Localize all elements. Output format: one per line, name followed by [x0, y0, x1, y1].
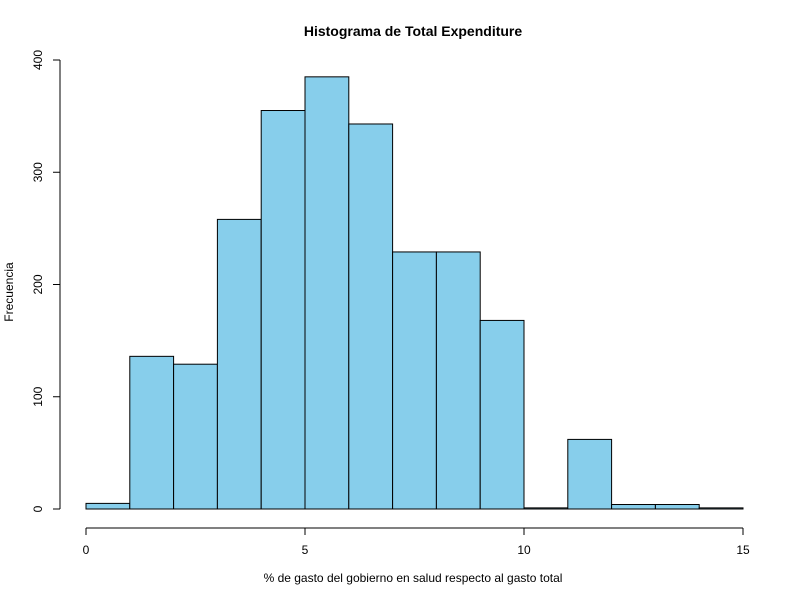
y-tick-label: 300: [31, 162, 45, 182]
y-tick-label: 0: [31, 505, 45, 512]
x-tick-label: 0: [83, 543, 90, 557]
histogram-bar: [173, 363, 218, 510]
histogram-bar: [85, 502, 131, 510]
histogram-bar: [523, 507, 569, 510]
x-tick-label: 5: [302, 543, 309, 557]
y-tick-label: 400: [31, 50, 45, 70]
histogram-bar: [698, 507, 744, 510]
y-axis: 0 100 200 300 400: [31, 50, 61, 512]
histogram-bar: [479, 319, 525, 510]
chart-title: Histograma de Total Expenditure: [304, 23, 523, 39]
histogram-bar: [611, 504, 656, 510]
y-axis-label: Frecuencia: [2, 262, 16, 322]
histogram-bar: [304, 76, 350, 510]
histogram-bar: [260, 110, 306, 510]
histogram-bars: [85, 76, 744, 510]
histogram-bar: [392, 251, 437, 510]
x-tick-label: 10: [517, 543, 531, 557]
y-tick-label: 100: [31, 386, 45, 406]
histogram-bar: [654, 504, 700, 510]
histogram-bar: [129, 355, 175, 510]
y-tick-label: 200: [31, 274, 45, 294]
histogram-bar: [435, 251, 481, 510]
histogram-bar: [348, 123, 394, 510]
x-axis-label: % de gasto del gobierno en salud respect…: [264, 571, 563, 585]
histogram-bar: [567, 438, 613, 510]
x-tick-label: 15: [736, 543, 750, 557]
x-axis: 0 5 10 15: [83, 527, 750, 557]
histogram-bar: [216, 218, 262, 510]
